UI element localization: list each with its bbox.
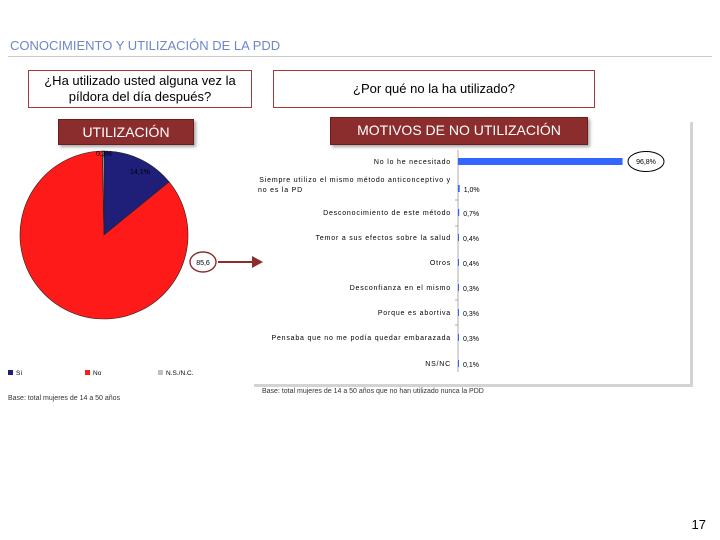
bar-category-1-line2: no es la PD	[258, 187, 303, 194]
pie-label-no: 85,6	[196, 260, 210, 267]
bar-2	[458, 209, 460, 216]
page-title: CONOCIMIENTO Y UTILIZACIÓN DE LA PDD	[10, 38, 281, 53]
legend-label-2: N.S./N.C.	[166, 370, 194, 377]
right-section-header: MOTIVOS DE NO UTILIZACIÓN	[330, 117, 588, 145]
bar-4	[458, 259, 459, 266]
bar-category-3: Temor a sus efectos sobre la salud	[316, 235, 451, 242]
bar-6	[458, 309, 459, 316]
page-number: 17	[691, 517, 706, 532]
right-base-note: Base: total mujeres de 14 a 50 años que …	[262, 388, 484, 395]
bar-1	[458, 185, 460, 192]
right-question-box: ¿Por qué no la ha utilizado?	[273, 70, 595, 108]
bar-value-label-3: 0,4%	[463, 236, 479, 243]
pie-slice-s	[103, 150, 170, 236]
bar-category-6: Porque es abortiva	[378, 310, 451, 317]
bar-value-label-7: 0,3%	[463, 336, 479, 343]
bar-category-2: Desconocimiento de este método	[323, 210, 451, 217]
pie-highlight-circle	[189, 251, 217, 273]
bar-value-label-5: 0,3%	[463, 286, 479, 293]
bar-3	[458, 234, 459, 241]
right-question-text: ¿Por qué no la ha utilizado?	[353, 81, 515, 96]
bar-category-4: Otros	[430, 260, 451, 267]
bar-value-label-8: 0,1%	[463, 362, 479, 369]
legend-swatch-0	[8, 370, 13, 375]
bar-8	[458, 360, 459, 367]
title-divider	[8, 56, 712, 57]
bar-value-label-0: 96,8%	[636, 159, 656, 166]
bar-category-1-line1: Siempre utilizo el mismo método anticonc…	[259, 177, 451, 184]
legend-label-0: Sí	[16, 370, 22, 377]
bar-category-8: NS/NC	[425, 361, 451, 368]
bar-category-7: Pensaba que no me podía quedar embarazad…	[271, 335, 451, 342]
bar-value-label-2: 0,7%	[463, 211, 479, 218]
bar-5	[458, 284, 459, 291]
connector-arrow-head	[252, 256, 263, 268]
left-base-note: Base: total mujeres de 14 a 50 años	[8, 395, 121, 402]
bar-value-label-1: 1,0%	[464, 187, 480, 194]
legend-swatch-2	[158, 370, 163, 375]
bar-category-5: Desconfianza en el mismo	[350, 285, 451, 292]
pie-label-si: 14,1%	[130, 169, 150, 176]
left-question-box: ¿Ha utilizado usted alguna vez la píldor…	[28, 70, 252, 108]
right-chart-panel	[254, 122, 693, 387]
bar-value-label-6: 0,3%	[463, 311, 479, 318]
left-question-text: ¿Ha utilizado usted alguna vez la píldor…	[44, 73, 236, 104]
left-section-header: UTILIZACIÓN	[58, 119, 194, 145]
bar-highlight-circle	[627, 151, 665, 172]
bar-category-0: No lo he necesitado	[374, 159, 451, 166]
bar-value-label-4: 0,4%	[463, 261, 479, 268]
legend-label-1: No	[93, 370, 102, 377]
bar-7	[458, 334, 459, 341]
bar-0	[458, 158, 623, 165]
legend-swatch-1	[85, 370, 90, 375]
